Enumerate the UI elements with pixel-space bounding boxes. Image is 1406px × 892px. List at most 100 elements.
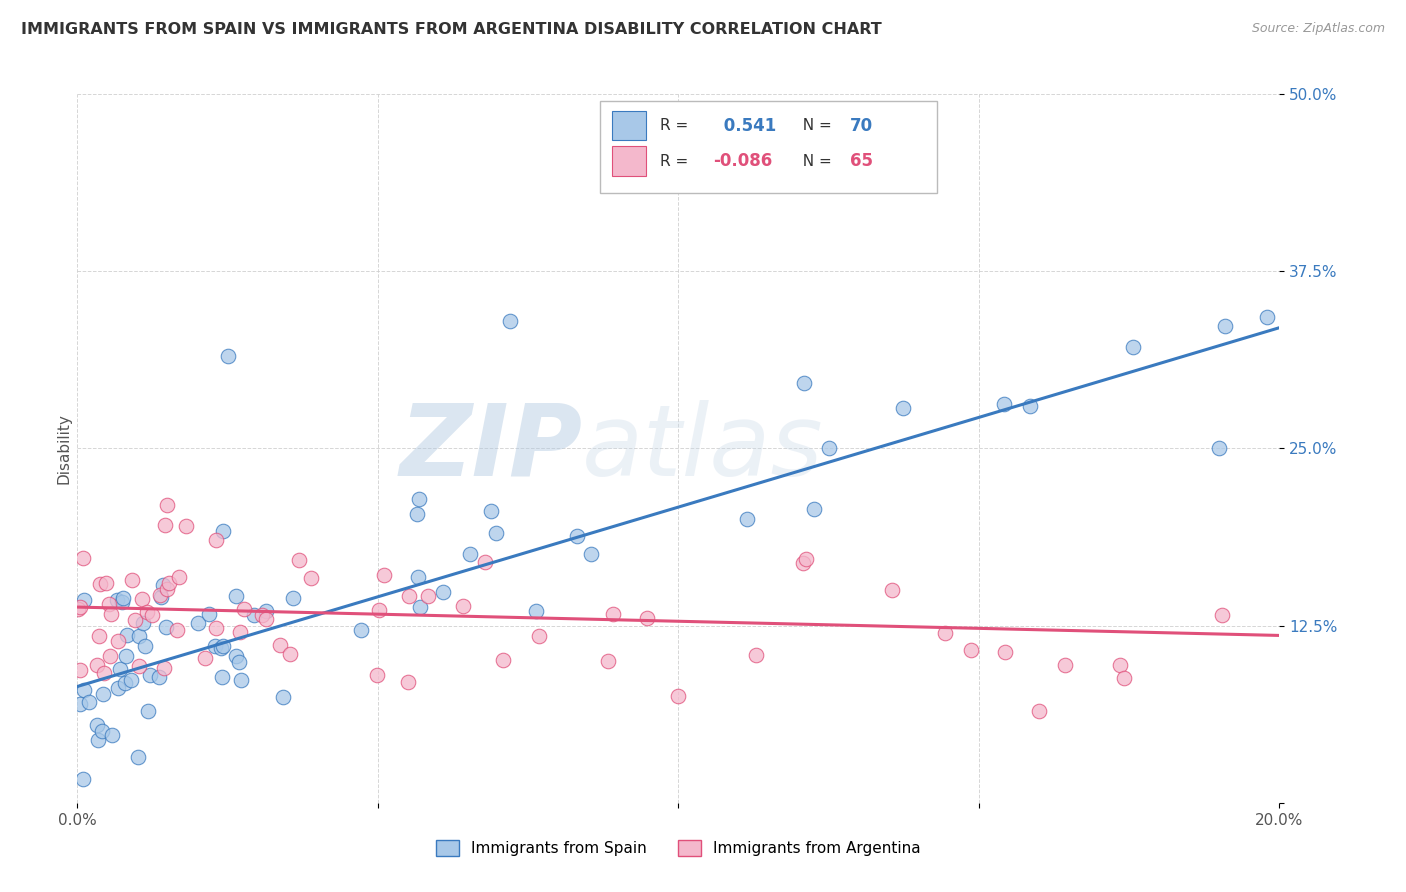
Point [150,590,173,604]
Point [73,593,96,607]
Point [121,573,143,587]
Point [174,519,197,533]
Point [127,749,149,764]
Point [817,441,839,455]
Point [128,629,150,643]
Point [121,673,143,687]
Point [499,313,522,327]
Point [458,547,481,561]
Point [278,647,301,661]
Point [141,607,163,622]
Point [1112,671,1135,685]
Point [1019,399,1042,413]
Point [212,639,235,653]
Point [167,570,190,584]
Point [148,670,170,684]
Point [105,593,128,607]
Point [269,639,291,653]
Point [233,602,256,616]
Point [217,349,239,363]
Point [128,659,150,673]
Point [250,607,273,622]
Point [1122,340,1144,354]
Point [72,551,94,566]
Point [228,655,250,669]
Point [94,576,117,591]
Point [115,648,138,663]
Point [637,171,659,186]
Point [283,591,305,605]
Point [792,556,814,570]
Legend: Immigrants from Spain, Immigrants from Argentina: Immigrants from Spain, Immigrants from A… [430,834,927,863]
Point [1213,318,1236,333]
Point [451,599,474,613]
Point [211,670,233,684]
Point [155,620,177,634]
Bar [612,111,645,140]
Point [204,533,226,548]
Point [416,589,439,603]
Point [524,604,547,618]
Text: N =: N = [793,118,837,133]
Text: -0.086: -0.086 [713,152,772,170]
Point [149,588,172,602]
Point [474,555,496,569]
Point [242,608,264,623]
Point [107,634,129,648]
Point [596,654,619,668]
Point [398,589,420,603]
Bar [600,101,936,193]
Point [602,607,624,621]
Point [157,575,180,590]
Point [960,643,983,657]
Point [86,718,108,732]
Point [254,604,277,618]
Point [153,518,176,533]
Point [934,625,956,640]
Point [131,592,153,607]
Point [485,526,508,541]
Point [72,772,94,787]
Point [1028,704,1050,718]
Point [198,607,221,621]
Point [87,732,110,747]
Point [271,690,294,704]
Point [86,657,108,672]
Point [90,724,112,739]
Point [891,401,914,416]
Point [194,650,217,665]
Point [373,568,395,582]
Point [735,512,758,526]
Point [134,639,156,653]
Point [1053,657,1076,672]
Point [115,628,138,642]
Bar [612,146,645,176]
Point [288,552,311,566]
Point [124,613,146,627]
Point [225,589,247,603]
Point [73,682,96,697]
Point [97,598,120,612]
Point [636,611,658,625]
Point [350,623,373,637]
Point [366,668,388,682]
Point [1208,441,1230,455]
Point [793,376,815,390]
Point [228,624,250,639]
Text: 0.541: 0.541 [718,117,776,135]
Point [803,501,825,516]
Point [209,640,232,655]
Point [69,697,91,711]
Point [231,673,253,688]
Text: ZIP: ZIP [399,400,582,497]
Point [408,492,430,507]
Point [152,578,174,592]
Point [114,676,136,690]
Point [406,508,429,522]
Point [581,547,603,561]
Point [100,607,122,621]
Point [492,653,515,667]
Point [567,529,589,543]
Point [153,661,176,675]
Point [254,612,277,626]
